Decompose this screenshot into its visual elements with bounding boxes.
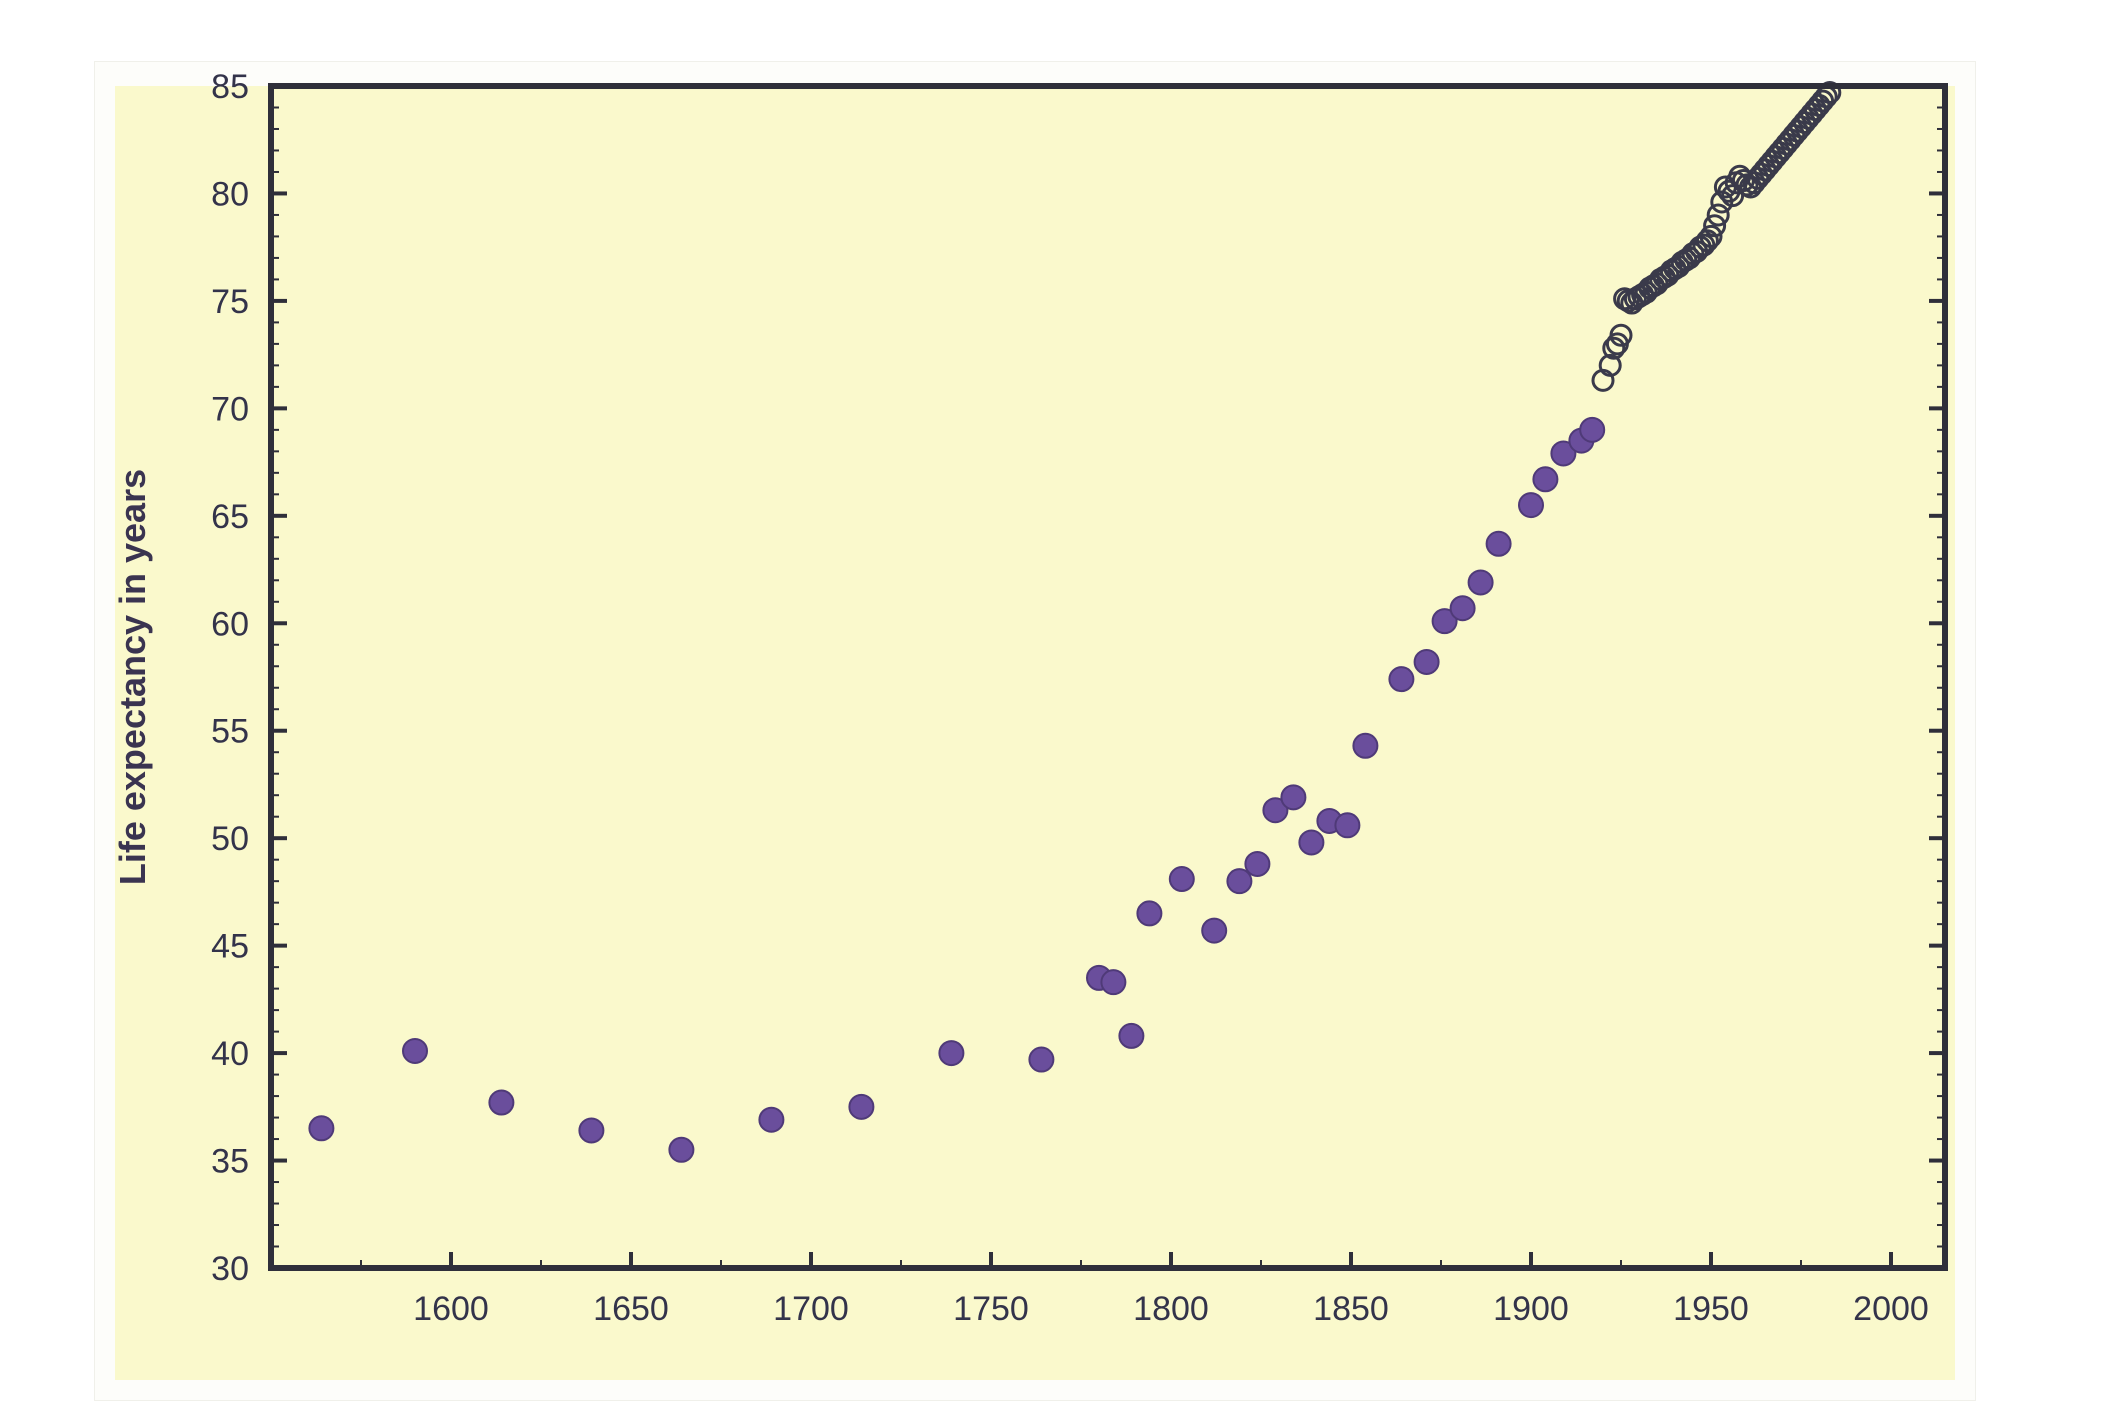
y-axis-label: Life expectancy in years <box>112 469 153 885</box>
data-point <box>1352 732 1379 759</box>
data-point <box>1550 440 1577 467</box>
data-points <box>308 80 1842 1163</box>
data-point <box>938 1040 965 1067</box>
x-tick-label: 1800 <box>1133 1290 1209 1328</box>
data-point <box>1201 917 1228 944</box>
chart-figure: 30 35 40 45 50 55 60 65 70 75 80 85 1600 1650 1700 175… <box>95 62 1975 1400</box>
y-tick-label: 80 <box>211 175 249 213</box>
plot-frame <box>268 83 1948 1271</box>
data-point <box>1579 416 1606 443</box>
data-point <box>1226 868 1253 895</box>
data-point <box>848 1093 875 1120</box>
data-point-hollow <box>1706 203 1730 227</box>
data-point <box>1028 1046 1055 1073</box>
data-point <box>578 1117 605 1144</box>
data-point <box>1100 969 1127 996</box>
y-tick-label: 50 <box>211 820 249 858</box>
data-point-hollow <box>1818 80 1842 104</box>
data-point <box>758 1106 785 1133</box>
y-tick-label: 75 <box>211 283 249 321</box>
x-tick-label: 1950 <box>1673 1290 1749 1328</box>
data-point <box>1431 608 1458 635</box>
data-point <box>1244 850 1271 877</box>
data-point <box>1118 1022 1145 1049</box>
y-tick-label: 55 <box>211 713 249 751</box>
data-point-hollow <box>1602 336 1626 360</box>
x-tick-label: 1750 <box>953 1290 1029 1328</box>
x-tick-label: 2000 <box>1853 1290 1929 1328</box>
life-expectancy-scatter-chart: 30 35 40 45 50 55 60 65 70 75 80 85 1600 1650 1700 175… <box>112 68 1955 1380</box>
data-point <box>488 1089 515 1116</box>
y-tick-label: 40 <box>211 1035 249 1073</box>
data-point <box>1136 900 1163 927</box>
data-point <box>1467 569 1494 596</box>
x-tick-label: 1600 <box>413 1290 489 1328</box>
x-tick-label: 1650 <box>593 1290 669 1328</box>
y-tick-label: 65 <box>211 498 249 536</box>
data-point <box>1168 866 1195 893</box>
y-tick-label: 30 <box>211 1250 249 1288</box>
x-axis-ticks: 1600 1650 1700 1750 1800 1850 1900 1950 2000 <box>360 1252 1929 1328</box>
x-tick-label: 1850 <box>1313 1290 1389 1328</box>
data-point-hollow <box>1703 214 1727 238</box>
data-point <box>402 1037 428 1064</box>
y-tick-label: 45 <box>211 928 249 966</box>
y-tick-label: 70 <box>211 390 249 428</box>
data-point <box>1262 797 1289 824</box>
data-point <box>308 1115 335 1142</box>
data-point <box>668 1136 695 1163</box>
data-point-hollow <box>1699 224 1723 248</box>
y-tick-label: 85 <box>211 68 249 106</box>
data-point-hollow <box>1598 353 1622 377</box>
data-point <box>1485 530 1512 557</box>
data-point <box>1449 595 1476 622</box>
y-tick-label: 35 <box>211 1143 249 1181</box>
x-tick-label: 1700 <box>773 1290 849 1328</box>
data-point <box>1413 648 1440 675</box>
plot-background <box>115 86 1955 1380</box>
data-point <box>1532 466 1559 493</box>
data-point <box>1298 829 1325 856</box>
data-point-hollow <box>1721 184 1745 208</box>
y-tick-label: 60 <box>211 605 249 643</box>
x-tick-label: 1900 <box>1493 1290 1569 1328</box>
data-point <box>1334 812 1361 839</box>
data-point-hollow <box>1609 323 1633 347</box>
data-point <box>1518 492 1544 519</box>
data-point <box>1388 666 1415 693</box>
data-point <box>1280 784 1307 811</box>
